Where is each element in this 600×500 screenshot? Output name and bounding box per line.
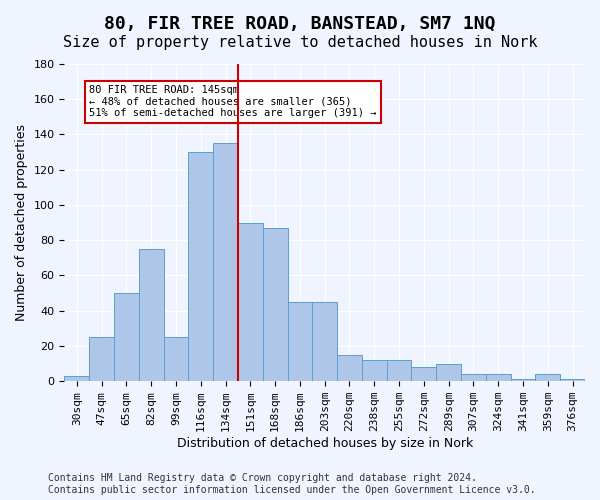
Bar — [139, 249, 164, 381]
Bar — [164, 337, 188, 381]
Bar — [362, 360, 386, 381]
Text: 80 FIR TREE ROAD: 145sqm
← 48% of detached houses are smaller (365)
51% of semi-: 80 FIR TREE ROAD: 145sqm ← 48% of detach… — [89, 85, 377, 118]
Bar — [412, 367, 436, 381]
Text: Size of property relative to detached houses in Nork: Size of property relative to detached ho… — [63, 35, 537, 50]
Bar — [535, 374, 560, 381]
Bar — [114, 293, 139, 381]
Bar — [238, 222, 263, 381]
Bar — [213, 144, 238, 381]
Bar — [313, 302, 337, 381]
Bar — [337, 355, 362, 381]
Bar — [386, 360, 412, 381]
Y-axis label: Number of detached properties: Number of detached properties — [15, 124, 28, 321]
Bar — [263, 228, 287, 381]
Bar — [461, 374, 486, 381]
Bar — [560, 380, 585, 381]
Bar — [486, 374, 511, 381]
Bar — [89, 337, 114, 381]
Bar — [64, 376, 89, 381]
Bar — [188, 152, 213, 381]
X-axis label: Distribution of detached houses by size in Nork: Distribution of detached houses by size … — [176, 437, 473, 450]
Text: Contains HM Land Registry data © Crown copyright and database right 2024.
Contai: Contains HM Land Registry data © Crown c… — [48, 474, 536, 495]
Bar — [511, 380, 535, 381]
Bar — [287, 302, 313, 381]
Bar — [436, 364, 461, 381]
Text: 80, FIR TREE ROAD, BANSTEAD, SM7 1NQ: 80, FIR TREE ROAD, BANSTEAD, SM7 1NQ — [104, 15, 496, 33]
